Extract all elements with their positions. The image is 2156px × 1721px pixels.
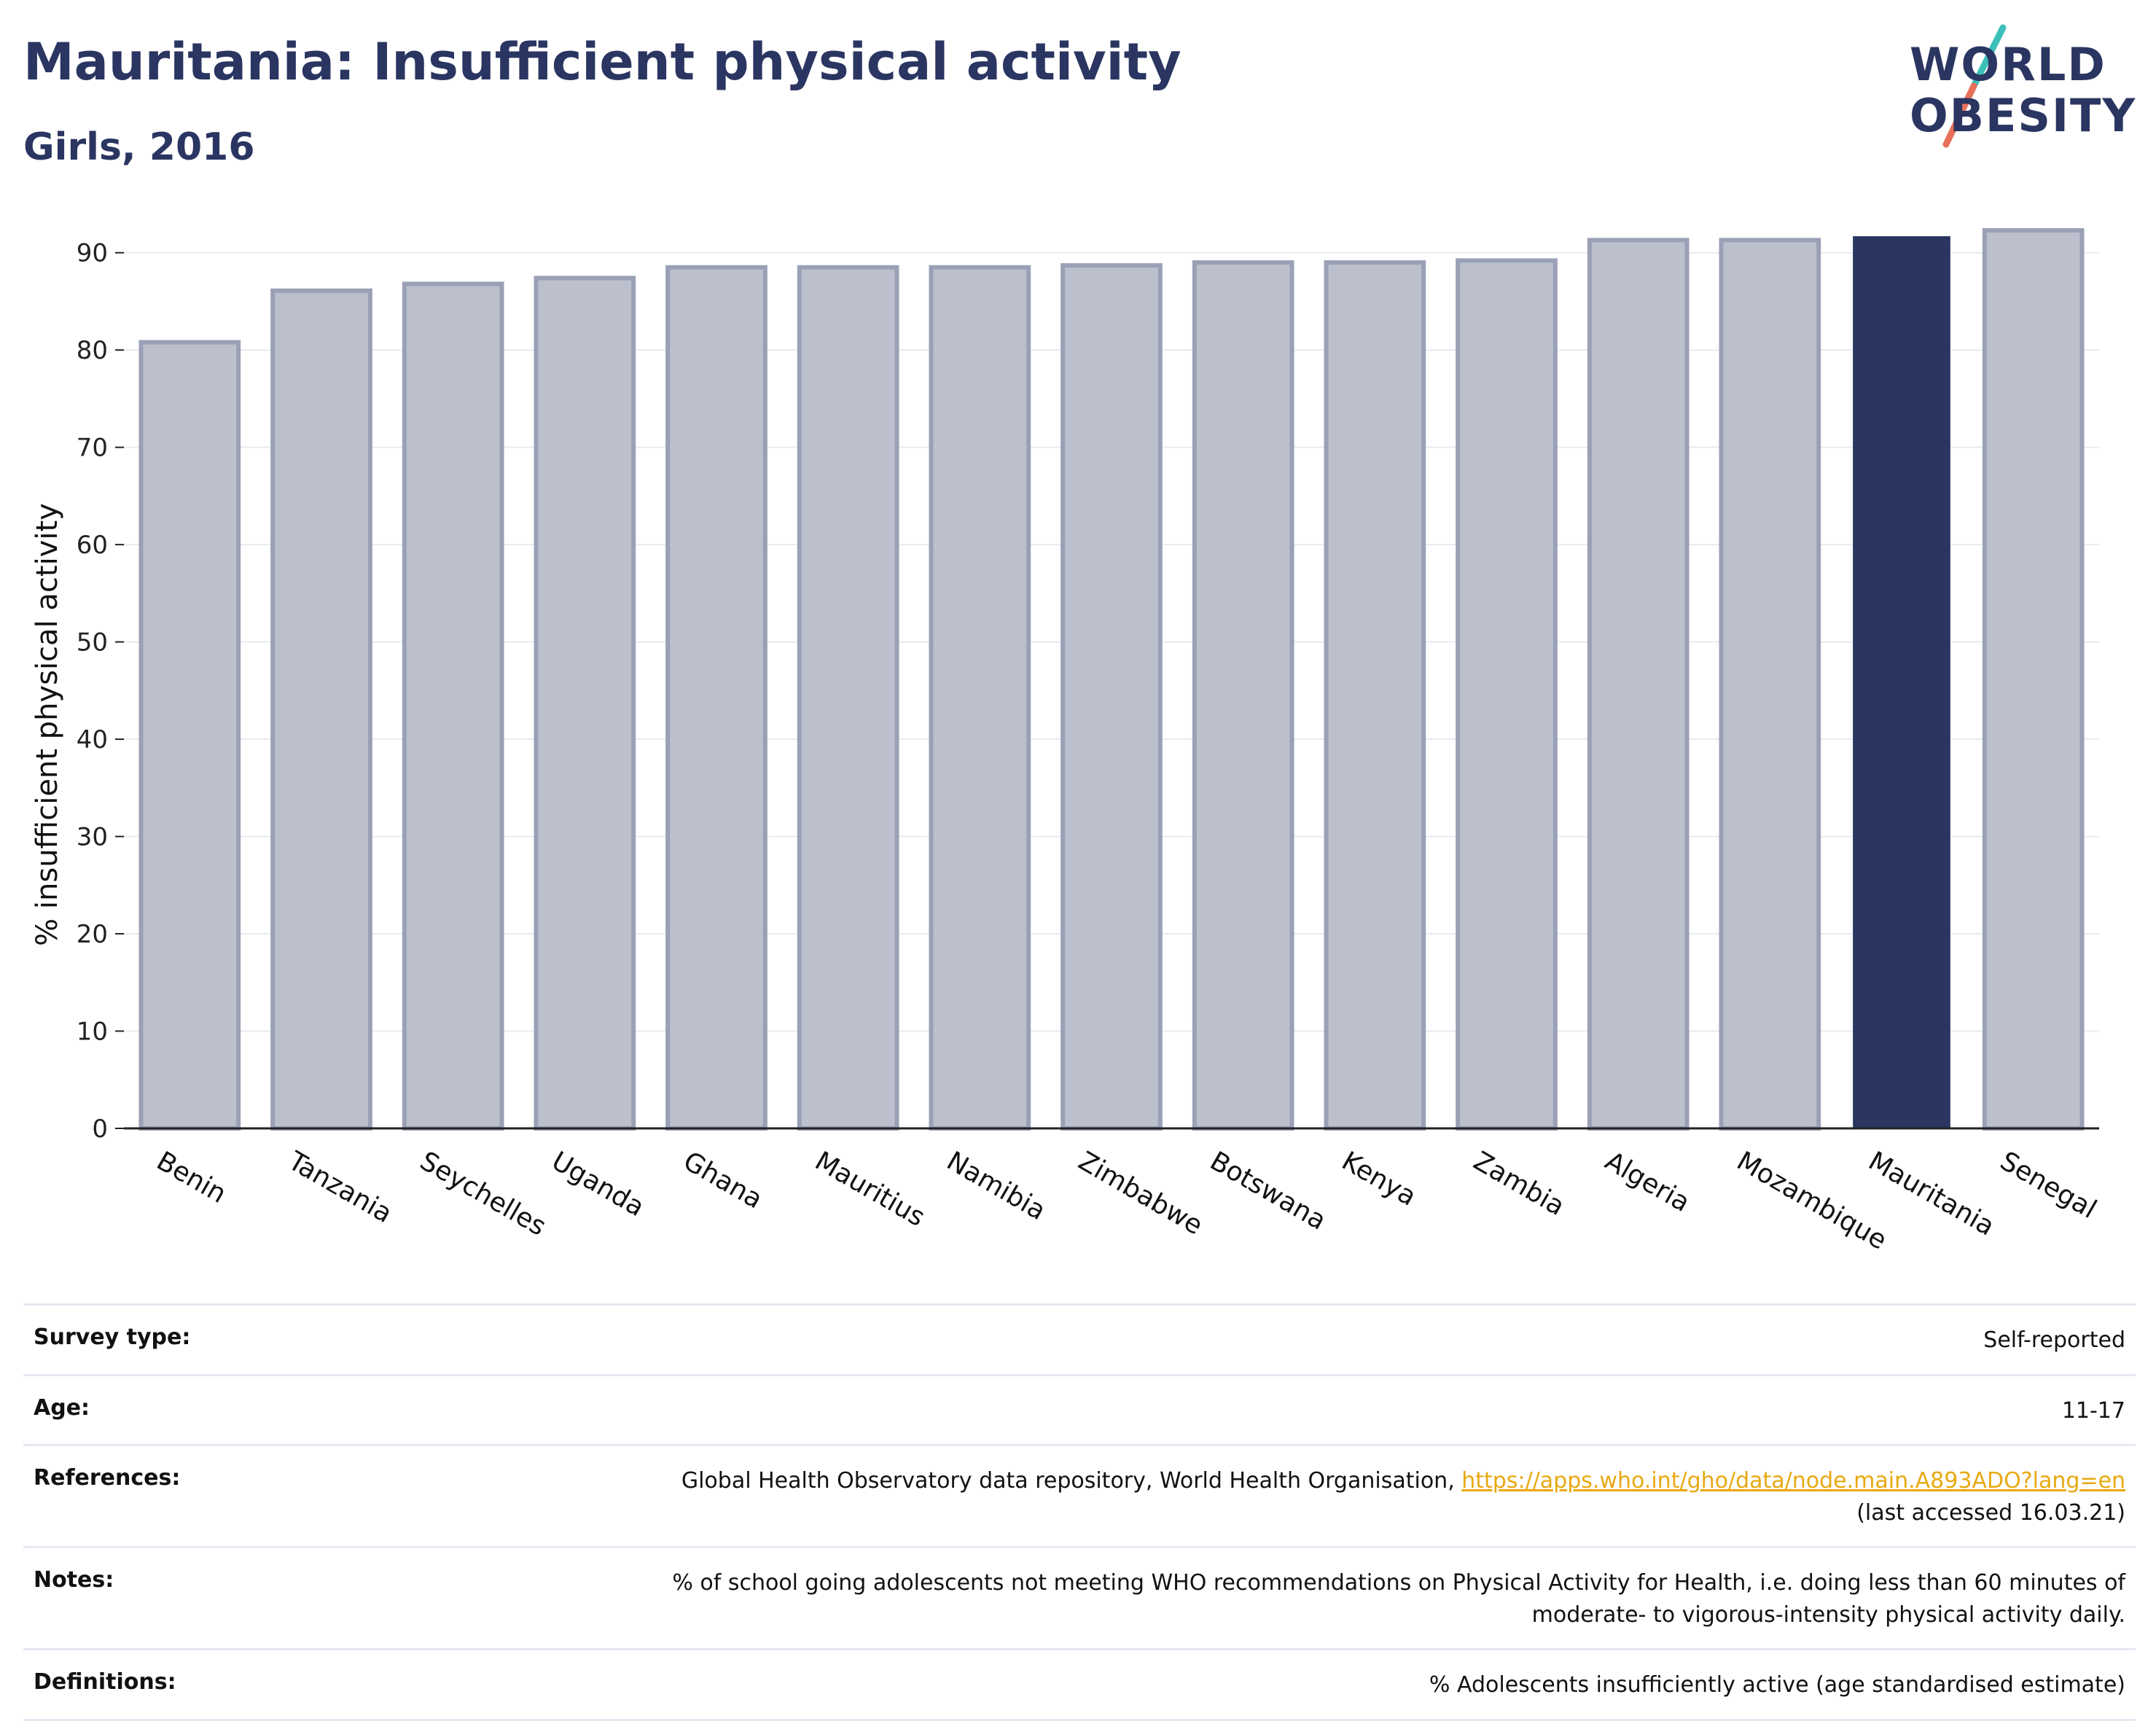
references-accessed: (last accessed 16.03.21)	[1856, 1499, 2125, 1526]
references-link[interactable]: https://apps.who.int/gho/data/node.main.…	[1461, 1468, 2125, 1494]
bar-ghana	[665, 265, 768, 1131]
y-tick-label: 0	[92, 1115, 108, 1144]
bar-algeria	[1587, 238, 1690, 1131]
y-tick-label: 80	[77, 336, 108, 365]
y-tick-label: 10	[77, 1018, 108, 1047]
bar-benin	[138, 340, 241, 1131]
survey-type-label: Survey type:	[34, 1324, 191, 1350]
y-tick-label: 20	[77, 920, 108, 949]
references-text: Global Health Observatory data repositor…	[681, 1468, 1462, 1494]
logo-text-obesity: OBESITY	[1910, 89, 2137, 142]
notes-line-1: % of school going adolescents not meetin…	[672, 1570, 2125, 1596]
bar-uganda	[534, 276, 636, 1131]
bar-seychelles	[402, 281, 504, 1131]
y-tick-label: 40	[77, 725, 108, 754]
x-tick-label: Mauritius	[810, 1146, 930, 1233]
bar-mauritius	[797, 265, 899, 1131]
definitions-value: % Adolescents insufficiently active (age…	[1429, 1672, 2125, 1698]
notes-label: Notes:	[34, 1567, 114, 1593]
bar-kenya	[1324, 260, 1426, 1131]
y-tick-label: 60	[77, 531, 108, 560]
x-tick-label: Kenya	[1337, 1146, 1421, 1212]
notes-value: % of school going adolescents not meetin…	[672, 1567, 2125, 1631]
x-tick-label: Namibia	[942, 1146, 1051, 1226]
x-tick-label: Benin	[152, 1146, 231, 1209]
x-tick-label: Ghana	[679, 1146, 768, 1214]
bar-mauritania	[1853, 236, 1950, 1128]
info-row-notes: Notes: % of school going adolescents not…	[23, 1548, 2136, 1650]
notes-line-2: moderate- to vigorous-intensity physical…	[1531, 1601, 2125, 1628]
x-tick-label: Seychelles	[415, 1146, 551, 1241]
references-label: References:	[34, 1465, 181, 1491]
bar-botswana	[1192, 260, 1294, 1131]
x-tick-label: Zambia	[1469, 1146, 1570, 1222]
x-tick-label: Zimbabwe	[1074, 1146, 1208, 1241]
info-row-definitions: Definitions: % Adolescents insufficientl…	[23, 1650, 2136, 1721]
y-axis-ticks: 0 10 20 30 40 50 60 70 80 90	[77, 239, 124, 1144]
info-row-references: References: Global Health Observatory da…	[23, 1446, 2136, 1548]
page-title: Mauritania: Insufficient physical activi…	[23, 32, 1181, 92]
y-axis-label: % insufficient physical activity	[31, 503, 64, 946]
x-tick-label: Algeria	[1600, 1146, 1695, 1218]
bar-chart: 0 10 20 30 40 50 60 70 80 90 Benin Tanzania Seychel…	[31, 228, 2101, 1256]
references-value: Global Health Observatory data repositor…	[681, 1465, 2125, 1529]
age-label: Age:	[34, 1394, 90, 1421]
survey-type-value: Self-reported	[1983, 1327, 2125, 1353]
logo-text-world: WORLD	[1910, 38, 2106, 91]
info-row-survey-type: Survey type: Self-reported	[23, 1306, 2136, 1376]
definitions-label: Definitions:	[34, 1669, 176, 1695]
bar-zambia	[1456, 258, 1558, 1131]
bar-tanzania	[270, 288, 372, 1131]
bar-namibia	[929, 265, 1031, 1131]
bar-senegal	[1982, 228, 2085, 1131]
x-tick-label: Botswana	[1205, 1146, 1331, 1236]
logo-slash-icon	[1942, 24, 2007, 148]
bar-zimbabwe	[1061, 263, 1163, 1131]
world-obesity-logo: WORLD OBESITY	[1895, 22, 2143, 153]
bars	[138, 228, 2085, 1131]
x-tick-label: Tanzania	[283, 1146, 397, 1229]
y-tick-label: 30	[77, 823, 108, 852]
y-tick-label: 50	[77, 628, 108, 657]
bar-mozambique	[1719, 238, 1821, 1131]
x-tick-label: Mozambique	[1732, 1146, 1891, 1255]
y-tick-label: 90	[77, 239, 108, 268]
x-tick-label: Senegal	[1995, 1146, 2101, 1225]
info-table: Survey type: Self-reported Age: 11-17 Re…	[23, 1303, 2136, 1721]
y-tick-label: 70	[77, 434, 108, 463]
age-value: 11-17	[2061, 1397, 2125, 1424]
x-tick-label: Uganda	[547, 1146, 649, 1222]
page-subtitle: Girls, 2016	[23, 125, 255, 169]
info-row-age: Age: 11-17	[23, 1376, 2136, 1446]
